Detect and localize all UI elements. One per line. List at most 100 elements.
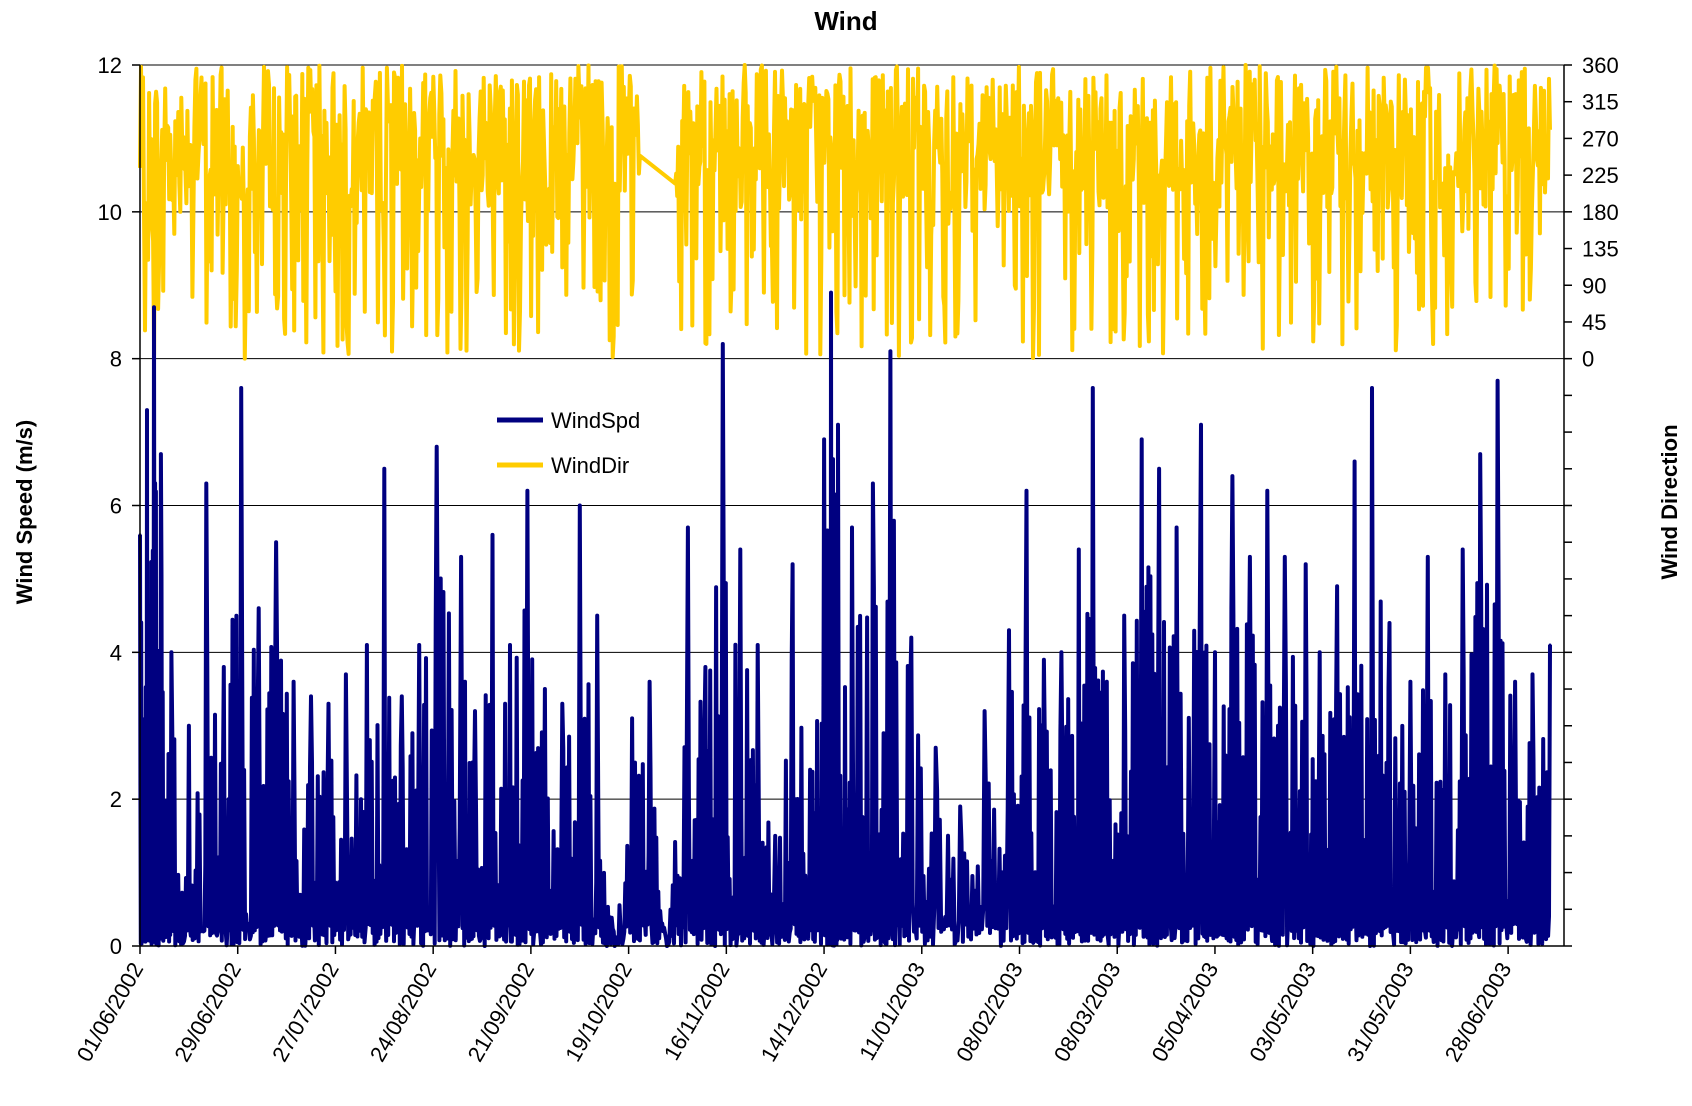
x-tick-label: 19/10/2002 bbox=[560, 958, 637, 1066]
y2-tick-label: 270 bbox=[1582, 126, 1619, 151]
windspd-point bbox=[309, 694, 313, 698]
y-tick-label: 4 bbox=[110, 640, 122, 665]
windspd-point bbox=[934, 746, 938, 750]
x-tick-label: 14/12/2002 bbox=[756, 958, 833, 1066]
windspd-point bbox=[1077, 548, 1081, 551]
legend: WindSpd WindDir bbox=[497, 408, 640, 478]
windspd-point bbox=[187, 724, 191, 728]
windspd-series bbox=[138, 290, 1552, 948]
x-axis-ticks: 01/06/2002 29/06/2002 27/07/2002 24/08/2002… bbox=[72, 946, 1517, 1066]
windspd-point bbox=[1513, 680, 1517, 684]
windspd-point bbox=[344, 672, 348, 676]
x-tick-label: 27/07/2002 bbox=[267, 958, 344, 1066]
windspd-point bbox=[1059, 650, 1063, 654]
windspd-point bbox=[159, 452, 163, 456]
y2-tick-label: 225 bbox=[1582, 163, 1619, 188]
y2-tick-label: 90 bbox=[1582, 273, 1606, 298]
windspd-point bbox=[888, 349, 892, 353]
windspd-point bbox=[1408, 680, 1412, 684]
x-tick-label: 08/02/2003 bbox=[951, 958, 1028, 1066]
windspd-point bbox=[560, 702, 564, 706]
windspd-point bbox=[1531, 672, 1534, 676]
windspd-point bbox=[1140, 437, 1144, 441]
x-tick-label: 31/05/2003 bbox=[1342, 958, 1419, 1066]
legend-label-winddir: WindDir bbox=[551, 453, 629, 478]
windspd-point bbox=[1548, 643, 1552, 647]
windspd-point bbox=[152, 305, 156, 309]
windspd-point bbox=[1042, 658, 1046, 662]
windspd-point bbox=[365, 643, 369, 647]
windspd-point bbox=[686, 526, 690, 529]
y-tick-label: 2 bbox=[110, 787, 122, 812]
windspd-point bbox=[1091, 386, 1095, 390]
x-tick-label: 01/06/2002 bbox=[72, 958, 149, 1066]
windspd-point bbox=[738, 548, 742, 551]
windspd-point bbox=[1318, 650, 1322, 654]
windspd-point bbox=[850, 526, 854, 529]
y2-tick-label: 180 bbox=[1582, 200, 1619, 225]
windspd-point bbox=[382, 467, 386, 471]
x-tick-label: 29/06/2002 bbox=[169, 958, 246, 1066]
windspd-point bbox=[400, 694, 404, 698]
x-tick-label: 28/06/2003 bbox=[1440, 958, 1517, 1066]
y-tick-label: 6 bbox=[110, 494, 122, 519]
windspd-point bbox=[473, 709, 477, 713]
windspd-point bbox=[1213, 650, 1217, 654]
windspd-point bbox=[1478, 452, 1482, 456]
windspd-point bbox=[508, 643, 512, 647]
windspd-point bbox=[239, 386, 243, 390]
windspd-point bbox=[773, 834, 777, 838]
y2-tick-label: 45 bbox=[1582, 310, 1606, 335]
left-axis-ticks: 0 2 4 6 8 10 12 bbox=[98, 53, 140, 959]
windspd-point bbox=[1335, 584, 1339, 588]
windspd-point bbox=[1199, 423, 1203, 427]
windspd-point bbox=[822, 437, 826, 441]
windspd-point bbox=[435, 445, 439, 449]
y-tick-label: 12 bbox=[98, 53, 122, 78]
winddir-series bbox=[138, 63, 1552, 361]
windspd-point bbox=[274, 540, 278, 544]
x-tick-label: 08/03/2003 bbox=[1049, 958, 1126, 1066]
windspd-point bbox=[257, 606, 261, 610]
windspd-point bbox=[1175, 526, 1179, 529]
y2-tick-label: 135 bbox=[1582, 237, 1619, 262]
x-tick-label: 03/05/2003 bbox=[1244, 958, 1321, 1066]
legend-label-windspd: WindSpd bbox=[551, 408, 640, 433]
windspd-point bbox=[909, 636, 913, 640]
windspd-point bbox=[648, 680, 652, 684]
x-tick-label: 11/01/2003 bbox=[854, 958, 930, 1064]
y-tick-label: 8 bbox=[110, 347, 122, 372]
windspd-point bbox=[459, 555, 463, 559]
windspd-point bbox=[169, 650, 173, 654]
y2-tick-label: 315 bbox=[1582, 90, 1619, 115]
windspd-point bbox=[222, 665, 226, 669]
y-tick-label: 10 bbox=[98, 200, 122, 225]
windspd-point bbox=[1105, 680, 1109, 684]
windspd-point bbox=[1353, 460, 1357, 463]
x-tick-label: 16/11/2002 bbox=[659, 958, 735, 1064]
y2-tick-label: 360 bbox=[1582, 53, 1619, 78]
windspd-point bbox=[836, 423, 840, 427]
windspd-point bbox=[630, 716, 634, 720]
windspd-point bbox=[1230, 474, 1234, 478]
windspd-point bbox=[1025, 489, 1028, 493]
y2-axis-label: Wind Direction bbox=[1657, 424, 1682, 579]
windspd-point bbox=[1370, 386, 1374, 390]
windspd-point bbox=[595, 614, 599, 618]
windspd-point bbox=[1426, 555, 1430, 559]
y-axis-label: Wind Speed (m/s) bbox=[12, 420, 37, 604]
x-tick-label: 24/08/2002 bbox=[365, 958, 442, 1066]
windspd-point bbox=[145, 408, 149, 412]
windspd-point bbox=[578, 504, 582, 507]
windspd-point bbox=[703, 665, 707, 669]
windspd-point bbox=[1496, 379, 1500, 383]
windspd-point bbox=[756, 643, 760, 647]
y-tick-label: 0 bbox=[110, 934, 122, 959]
windspd-point bbox=[1388, 621, 1391, 625]
x-tick-label: 21/09/2002 bbox=[463, 958, 540, 1066]
windspd-point bbox=[525, 489, 529, 493]
chart-title: Wind bbox=[814, 6, 877, 36]
y2-tick-label: 0 bbox=[1582, 347, 1594, 372]
